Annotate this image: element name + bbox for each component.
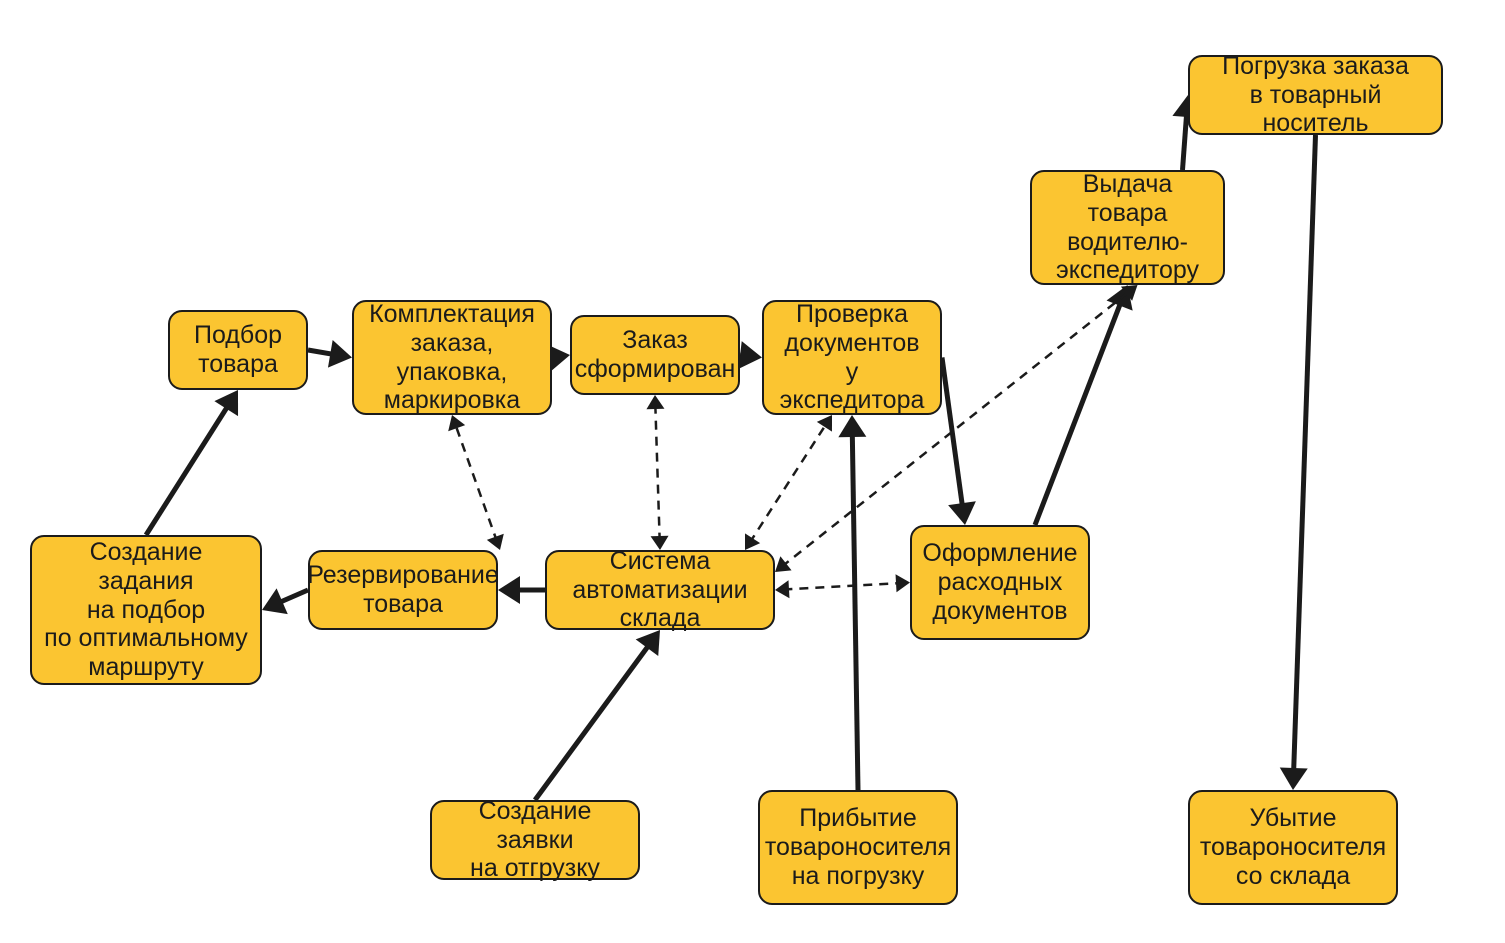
node-pribytie: Прибытие товароносителя на погрузку — [758, 790, 958, 905]
node-reserv: Резервирование товара — [308, 550, 498, 630]
node-podbor: Подбор товара — [168, 310, 308, 390]
node-oform: Оформление расходных документов — [910, 525, 1090, 640]
node-proverka: Проверка документов у экспедитора — [762, 300, 942, 415]
node-zakaz: Заказ сформирован — [570, 315, 740, 395]
flowchart-canvas: Создание задания на подбор по оптимально… — [0, 0, 1505, 943]
node-task: Создание задания на подбор по оптимально… — [30, 535, 262, 685]
node-vydacha: Выдача товара водителю- экспедитору — [1030, 170, 1225, 285]
node-ubytie: Убытие товароносителя со склада — [1188, 790, 1398, 905]
node-pogruzka: Погрузка заказа в товарный носитель — [1188, 55, 1443, 135]
node-zayavka: Создание заявки на отгрузку — [430, 800, 640, 880]
node-komplekt: Комплектация заказа, упаковка, маркировк… — [352, 300, 552, 415]
node-system: Система автоматизации склада — [545, 550, 775, 630]
